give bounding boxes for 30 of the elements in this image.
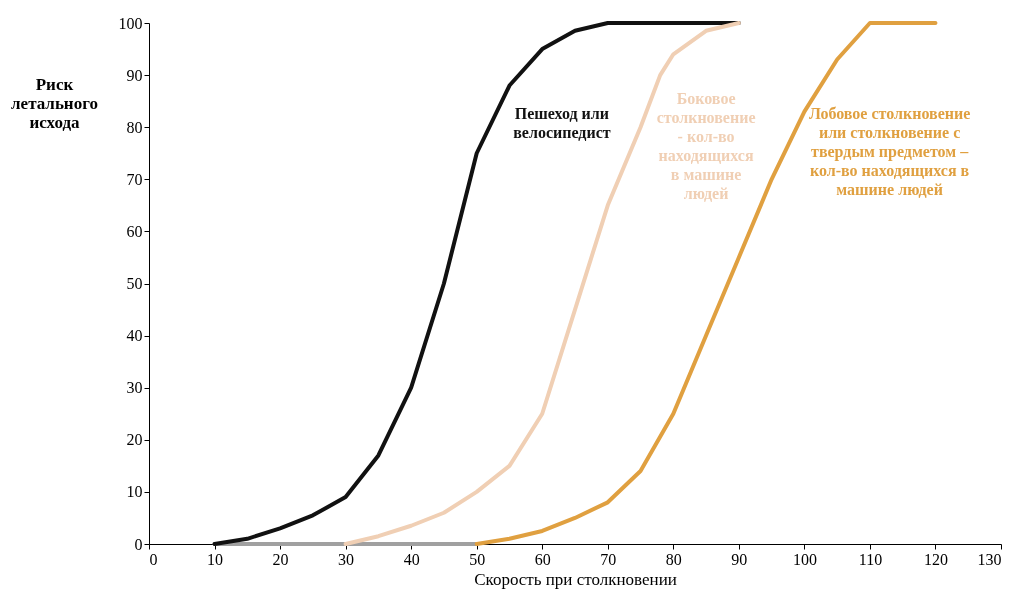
y-tick-label: 50 [126,275,143,292]
x-tick-label: 60 [534,550,551,568]
y-tick-label: 30 [126,379,143,397]
x-tick-label: 0 [149,550,158,568]
x-tick-label: 90 [731,550,748,568]
x-tick-label: 50 [469,550,486,568]
x-tick-label: 80 [665,550,682,568]
x-tick-label: 20 [272,550,289,568]
y-tick-label: 40 [126,327,143,345]
y-tick-label: 80 [126,118,143,136]
y-tick-label: 20 [126,431,143,449]
x-tick-label: 10 [207,550,224,568]
x-tick-label: 40 [403,550,420,568]
series-label: Боковое столкновение - кол-во находящихся в машине людей [656,89,756,202]
x-tick-label: 70 [600,550,617,568]
y-tick-label: 100 [118,14,143,32]
series-label: Пешеход или велосипедист [513,105,611,142]
x-tick-label: 110 [858,550,883,568]
x-tick-label: 130 [977,550,1002,568]
y-axis-title: Риск летального исхода [11,74,98,132]
y-tick-label: 10 [126,483,143,501]
x-tick-label: 30 [338,550,355,568]
y-tick-label: 60 [126,222,143,240]
x-tick-label: 120 [923,550,948,568]
x-axis-title: Скорость при столкновении [474,569,677,589]
x-tick-label: 100 [792,550,817,568]
y-tick-label: 0 [134,535,143,553]
y-tick-label: 90 [126,66,143,84]
y-tick-label: 70 [126,170,143,188]
series-label: Лобовое столкновение или столкновение с твердым предметом – кол-во находящихся в машине людей [808,105,971,199]
